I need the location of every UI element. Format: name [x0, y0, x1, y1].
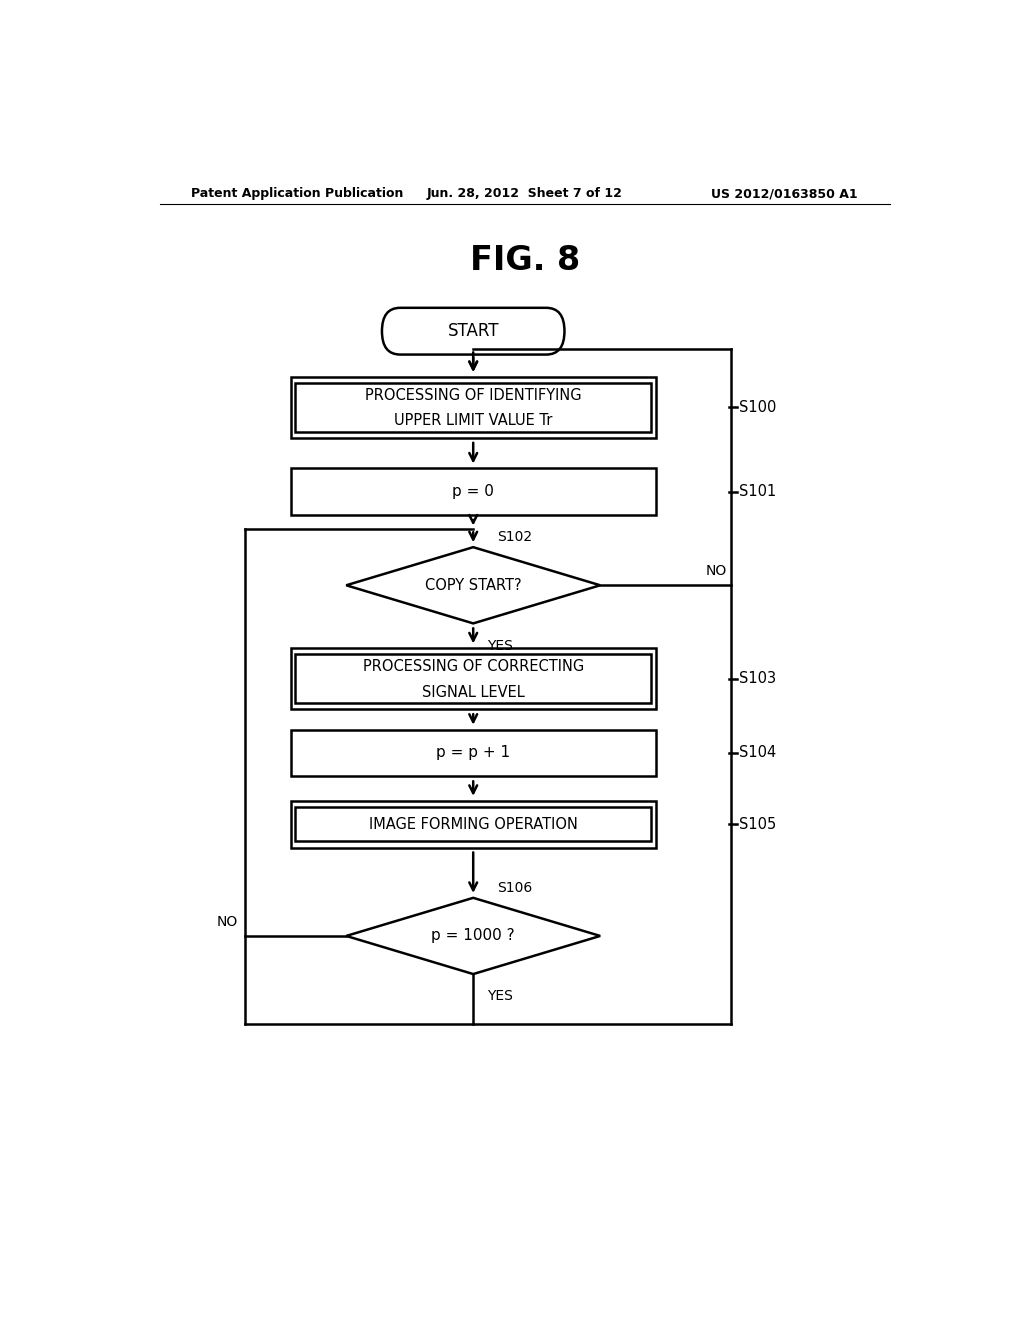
Bar	[296, 383, 651, 432]
Bar	[291, 648, 655, 709]
Text: p = 1000 ?: p = 1000 ?	[431, 928, 515, 944]
Text: Patent Application Publication: Patent Application Publication	[191, 187, 403, 201]
Text: FIG. 8: FIG. 8	[470, 244, 580, 277]
Text: S103: S103	[739, 672, 776, 686]
Text: p = 0: p = 0	[453, 484, 495, 499]
Text: YES: YES	[487, 990, 513, 1003]
Polygon shape	[346, 898, 600, 974]
Text: COPY START?: COPY START?	[425, 578, 521, 593]
Text: START: START	[447, 322, 499, 341]
Text: UPPER LIMIT VALUE Tr: UPPER LIMIT VALUE Tr	[394, 413, 552, 428]
Bar	[296, 655, 651, 704]
Text: PROCESSING OF CORRECTING: PROCESSING OF CORRECTING	[362, 659, 584, 675]
Polygon shape	[346, 548, 600, 623]
Text: NO: NO	[216, 915, 238, 929]
Text: YES: YES	[487, 639, 513, 653]
Text: S101: S101	[739, 484, 776, 499]
Bar	[291, 801, 655, 847]
Bar	[291, 730, 655, 776]
Text: PROCESSING OF IDENTIFYING: PROCESSING OF IDENTIFYING	[365, 388, 582, 403]
Text: US 2012/0163850 A1: US 2012/0163850 A1	[712, 187, 858, 201]
Text: S104: S104	[739, 746, 776, 760]
FancyBboxPatch shape	[382, 308, 564, 355]
Bar	[291, 378, 655, 438]
Text: SIGNAL LEVEL: SIGNAL LEVEL	[422, 685, 524, 700]
Bar	[291, 469, 655, 515]
Text: S100: S100	[739, 400, 776, 414]
Text: S105: S105	[739, 817, 776, 832]
Text: S106: S106	[497, 880, 532, 895]
Text: Jun. 28, 2012  Sheet 7 of 12: Jun. 28, 2012 Sheet 7 of 12	[427, 187, 623, 201]
Bar	[296, 807, 651, 841]
Text: p = p + 1: p = p + 1	[436, 746, 510, 760]
Text: IMAGE FORMING OPERATION: IMAGE FORMING OPERATION	[369, 817, 578, 832]
Text: NO: NO	[706, 564, 727, 578]
Text: S102: S102	[497, 531, 532, 544]
